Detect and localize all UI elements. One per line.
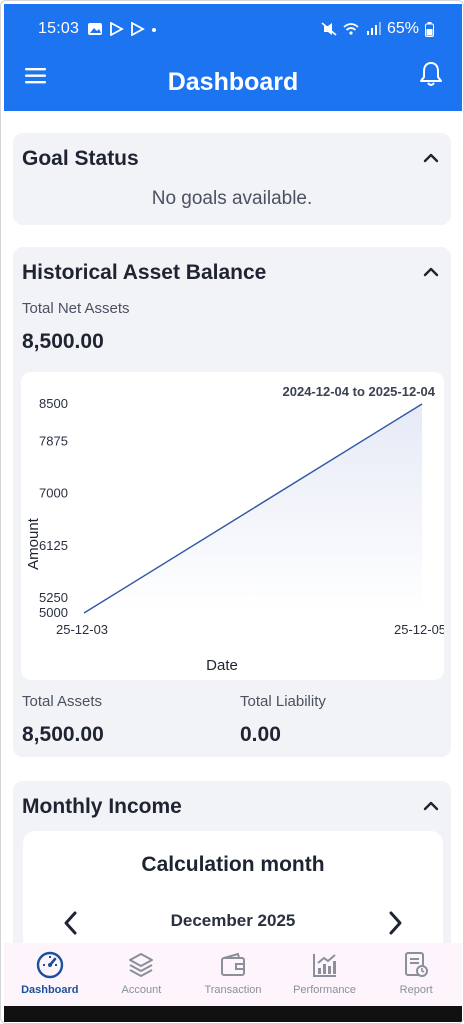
nav-transaction[interactable]: Transaction — [187, 943, 279, 1006]
status-bar: 15:03 65% — [4, 4, 462, 54]
chevron-up-icon[interactable] — [423, 267, 439, 277]
historical-asset-card: Historical Asset Balance Total Net Asset… — [13, 247, 451, 757]
total-liability-value: 0.00 — [240, 723, 281, 746]
goal-status-card: Goal Status No goals available. — [13, 133, 451, 225]
calculation-month-card: Calculation month December 2025 — [23, 831, 443, 943]
play-store-icon — [110, 22, 124, 36]
monthly-income-card: Monthly Income Calculation month Decembe… — [13, 781, 451, 943]
nav-label: Dashboard — [21, 984, 79, 996]
y-tick-label: 5250 — [39, 590, 68, 605]
battery-icon — [425, 21, 434, 37]
app-header: 15:03 65% Dashboard — [4, 4, 462, 111]
total-net-assets-value: 8,500.00 — [22, 330, 104, 353]
layers-icon — [129, 953, 154, 977]
report-icon — [405, 952, 429, 977]
y-tick-label: 7000 — [39, 486, 68, 501]
status-time: 15:03 — [38, 20, 80, 37]
total-liability-label: Total Liability — [240, 693, 326, 710]
app-bar: Dashboard — [4, 54, 462, 111]
play-store-icon — [131, 22, 145, 36]
nav-label: Performance — [293, 984, 357, 996]
wallet-icon — [220, 952, 245, 976]
total-net-assets-label: Total Net Assets — [22, 300, 130, 317]
gallery-icon — [88, 23, 103, 35]
series-line — [83, 403, 423, 614]
y-tick-label: 5000 — [39, 605, 68, 620]
nav-label: Account — [121, 984, 162, 996]
calculation-month-title: Calculation month — [141, 853, 325, 876]
historical-asset-title: Historical Asset Balance — [22, 261, 267, 284]
x-tick-label: 25-12-03 — [56, 622, 108, 637]
chevron-right-icon[interactable] — [385, 909, 405, 937]
y-tick-label: 7875 — [39, 433, 68, 448]
status-right: 65% — [321, 20, 434, 38]
nav-performance[interactable]: Performance — [279, 943, 371, 1006]
y-tick-label: 6125 — [39, 538, 68, 553]
asset-balance-chart: 5000 5250 6125 7000 7875 8500 25-12-03 25-12-05… — [21, 372, 444, 680]
x-tick-label: 25-12-05 — [394, 622, 444, 637]
speedometer-icon — [36, 951, 63, 979]
chevron-up-icon[interactable] — [423, 153, 439, 163]
goal-empty-text: No goals available. — [151, 188, 313, 209]
signal-icon — [366, 22, 381, 35]
goal-status-title: Goal Status — [22, 147, 139, 170]
chart-icon — [312, 954, 336, 977]
nav-dashboard[interactable]: Dashboard — [4, 943, 96, 1006]
y-tick-label: 8500 — [39, 396, 68, 411]
system-home-bar — [4, 1006, 462, 1022]
total-assets-label: Total Assets — [22, 693, 103, 710]
nav-account[interactable]: Account — [96, 943, 188, 1006]
total-assets-value: 8,500.00 — [22, 723, 104, 746]
menu-icon[interactable] — [24, 64, 48, 88]
notification-icons — [87, 22, 158, 36]
page-title: Dashboard — [167, 68, 299, 96]
selected-month: December 2025 — [170, 911, 296, 930]
chevron-up-icon[interactable] — [423, 801, 439, 811]
bell-icon[interactable] — [418, 60, 444, 88]
y-axis-label: Amount — [25, 517, 42, 570]
nav-label: Report — [399, 984, 433, 996]
mute-icon — [321, 22, 337, 36]
dot-icon — [152, 28, 157, 32]
month-navigator: December 2025 — [23, 909, 443, 939]
bottom-navigation: Dashboard Account Transaction — [4, 943, 462, 1006]
nav-report[interactable]: Report — [370, 943, 462, 1006]
date-range-label: 2024-12-04 to 2025-12-04 — [283, 384, 436, 399]
dashboard-content[interactable]: Goal Status No goals available. Historic… — [4, 111, 462, 943]
x-axis-label: Date — [206, 657, 238, 674]
monthly-income-title: Monthly Income — [22, 795, 182, 818]
nav-label: Transaction — [204, 984, 262, 996]
chevron-left-icon[interactable] — [61, 909, 81, 937]
battery-percent: 65% — [386, 20, 419, 37]
wifi-icon — [343, 23, 359, 35]
